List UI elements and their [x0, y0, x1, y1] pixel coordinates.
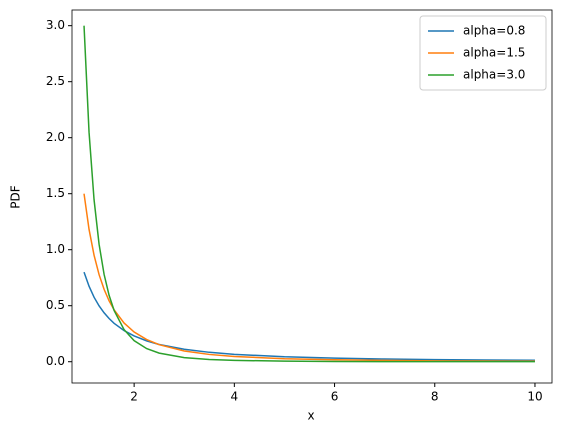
- y-tick-label: 0.5: [46, 298, 65, 312]
- x-tick-label: 6: [331, 390, 339, 404]
- x-axis-label: x: [307, 409, 314, 423]
- x-tick-label: 2: [130, 390, 138, 404]
- y-tick-label: 2.0: [46, 130, 65, 144]
- legend-label: alpha=0.8: [463, 24, 525, 38]
- x-tick-label: 4: [231, 390, 239, 404]
- x-tick-label: 8: [431, 390, 439, 404]
- legend-label: alpha=3.0: [463, 68, 525, 82]
- y-axis-label: PDF: [9, 185, 23, 208]
- line: [83, 193, 535, 362]
- y-tick-label: 2.5: [46, 74, 65, 88]
- y-tick-label: 1.5: [46, 186, 65, 200]
- line: [83, 25, 535, 363]
- y-tick-label: 1.0: [46, 242, 65, 256]
- plot-frame: [71, 9, 553, 384]
- y-tick-label: 0.0: [46, 354, 65, 368]
- x-tick-label: 10: [527, 390, 542, 404]
- legend-label: alpha=1.5: [463, 46, 525, 60]
- y-tick-label: 3.0: [46, 18, 65, 32]
- line: [83, 271, 535, 362]
- legend-box: [419, 15, 547, 91]
